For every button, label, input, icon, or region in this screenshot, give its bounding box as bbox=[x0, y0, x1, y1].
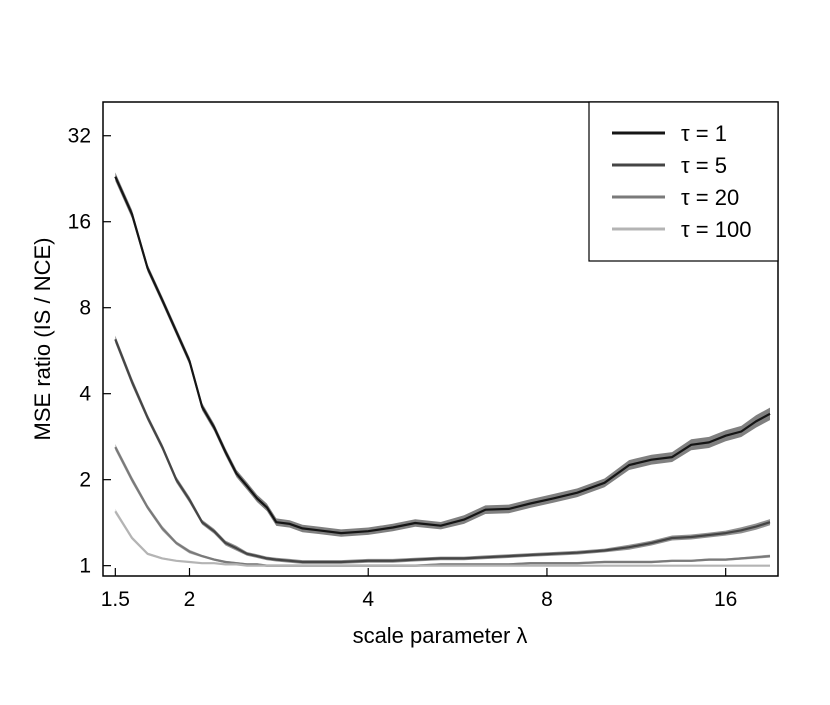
series-line-0 bbox=[114, 176, 771, 535]
legend-label-3: τ = 100 bbox=[681, 217, 751, 242]
y-tick-label: 1 bbox=[79, 555, 91, 578]
x-axis-label: scale parameter λ bbox=[353, 623, 528, 648]
y-axis: 1 2 4 8 16 32 bbox=[68, 125, 111, 578]
series-lines bbox=[114, 176, 771, 567]
legend-label-0: τ = 1 bbox=[681, 121, 727, 146]
y-tick-label: 16 bbox=[68, 211, 91, 234]
legend-label-1: τ = 5 bbox=[681, 153, 727, 178]
x-tick-label: 4 bbox=[362, 588, 374, 611]
plot-frame bbox=[102, 101, 779, 577]
series-line-3 bbox=[114, 510, 770, 567]
series-line-1 bbox=[114, 338, 771, 564]
y-tick-label: 4 bbox=[79, 383, 91, 406]
x-tick-label: 1.5 bbox=[101, 588, 130, 611]
x-tick-label: 2 bbox=[184, 588, 196, 611]
legend-box bbox=[588, 101, 779, 262]
x-tick-label: 8 bbox=[541, 588, 553, 611]
y-tick-label: 32 bbox=[68, 125, 91, 148]
legend-label-2: τ = 20 bbox=[681, 185, 739, 210]
y-tick-label: 2 bbox=[79, 469, 91, 492]
y-axis-label: MSE ratio (IS / NCE) bbox=[30, 238, 55, 441]
x-tick-label: 16 bbox=[714, 588, 737, 611]
legend: τ = 1 τ = 5 τ = 20 τ = 100 bbox=[588, 101, 779, 262]
x-axis: 1.5 2 4 8 16 bbox=[101, 568, 737, 611]
y-tick-label: 8 bbox=[79, 297, 91, 320]
